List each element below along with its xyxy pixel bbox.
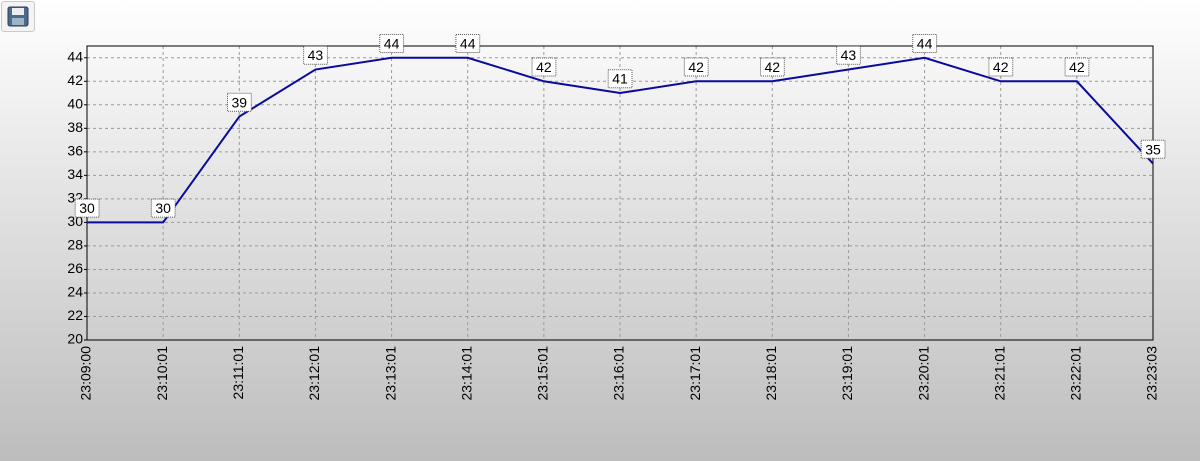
data-label: 42 bbox=[683, 57, 709, 77]
data-label-box bbox=[226, 92, 252, 112]
data-label-text: 44 bbox=[460, 35, 476, 51]
data-label-box bbox=[303, 45, 328, 65]
x-tick-label: 23:21:01 bbox=[991, 346, 1007, 401]
data-label-text: 42 bbox=[536, 59, 552, 75]
x-tick-label: 23:19:01 bbox=[839, 346, 855, 401]
y-tick-label: 24 bbox=[67, 284, 83, 300]
data-label-text: 43 bbox=[308, 47, 324, 63]
data-label: 44 bbox=[912, 33, 938, 53]
data-label: 41 bbox=[607, 69, 633, 89]
data-label: 42 bbox=[759, 57, 785, 77]
data-label: 44 bbox=[455, 33, 481, 53]
data-label-box bbox=[683, 57, 709, 77]
x-tick-label: 23:12:01 bbox=[306, 346, 322, 401]
y-tick-label: 28 bbox=[67, 237, 83, 253]
data-label-box bbox=[1140, 139, 1166, 159]
x-tick-label: 23:13:01 bbox=[382, 346, 398, 401]
data-label-text: 44 bbox=[917, 35, 933, 51]
data-label-box bbox=[531, 57, 557, 77]
x-tick-label: 23:22:01 bbox=[1068, 346, 1084, 401]
data-label-text: 39 bbox=[231, 94, 247, 110]
data-label-text: 42 bbox=[688, 59, 704, 75]
y-tick-label: 36 bbox=[67, 143, 83, 159]
y-tick-label: 38 bbox=[67, 119, 83, 135]
data-label-box bbox=[74, 198, 100, 218]
data-label-text: 35 bbox=[1145, 141, 1161, 157]
x-tick-label: 23:18:01 bbox=[763, 346, 779, 401]
x-tick-label: 23:10:01 bbox=[154, 346, 170, 401]
data-label-text: 30 bbox=[155, 200, 171, 216]
save-icon bbox=[7, 6, 29, 27]
y-tick-label: 26 bbox=[67, 260, 83, 276]
data-label: 43 bbox=[303, 45, 328, 65]
x-tick-label: 23:11:01 bbox=[230, 346, 246, 400]
x-tick-label: 23:17:01 bbox=[687, 346, 703, 401]
y-tick-label: 40 bbox=[67, 96, 83, 112]
data-label-text: 42 bbox=[1069, 59, 1085, 75]
data-label-text: 44 bbox=[384, 35, 400, 51]
data-label-text: 30 bbox=[79, 200, 95, 216]
y-tick-label: 42 bbox=[67, 72, 83, 88]
x-tick-label: 23:15:01 bbox=[535, 346, 551, 401]
data-label-box bbox=[912, 33, 938, 53]
data-label: 43 bbox=[836, 45, 861, 65]
line bbox=[87, 56, 1154, 224]
y-tick-label: 22 bbox=[67, 307, 83, 323]
y-tick-label: 44 bbox=[67, 48, 83, 64]
data-label-box bbox=[759, 57, 785, 77]
data-label: 44 bbox=[379, 33, 405, 53]
data-label: 42 bbox=[1064, 57, 1090, 77]
x-tick-label: 23:23:03 bbox=[1144, 346, 1160, 401]
data-label: 42 bbox=[988, 57, 1014, 77]
data-label-box bbox=[150, 198, 176, 218]
x-tick-label: 23:09:00 bbox=[78, 346, 94, 401]
data-label-text: 42 bbox=[764, 59, 780, 75]
data-label: 39 bbox=[226, 92, 252, 112]
data-label-text: 43 bbox=[841, 47, 857, 63]
x-tick-label: 23:16:01 bbox=[611, 346, 627, 401]
data-label-box bbox=[988, 57, 1014, 77]
data-label-text: 42 bbox=[993, 59, 1009, 75]
y-tick-label: 34 bbox=[67, 166, 83, 182]
data-label: 30 bbox=[74, 198, 100, 218]
data-label-box bbox=[836, 45, 861, 65]
data-label: 42 bbox=[531, 57, 557, 77]
save-button[interactable] bbox=[1, 1, 35, 32]
plot-frame bbox=[86, 45, 1154, 341]
data-label-box bbox=[607, 69, 633, 89]
data-label: 30 bbox=[150, 198, 176, 218]
data-label: 35 bbox=[1140, 139, 1166, 159]
x-tick-label: 23:20:01 bbox=[915, 346, 931, 401]
y-tick-label: 20 bbox=[67, 331, 83, 347]
data-label-box bbox=[1064, 57, 1090, 77]
data-label-text: 41 bbox=[612, 71, 628, 87]
x-tick-label: 23:14:01 bbox=[458, 346, 474, 401]
data-label-box bbox=[455, 33, 481, 53]
data-label-box bbox=[379, 33, 405, 53]
